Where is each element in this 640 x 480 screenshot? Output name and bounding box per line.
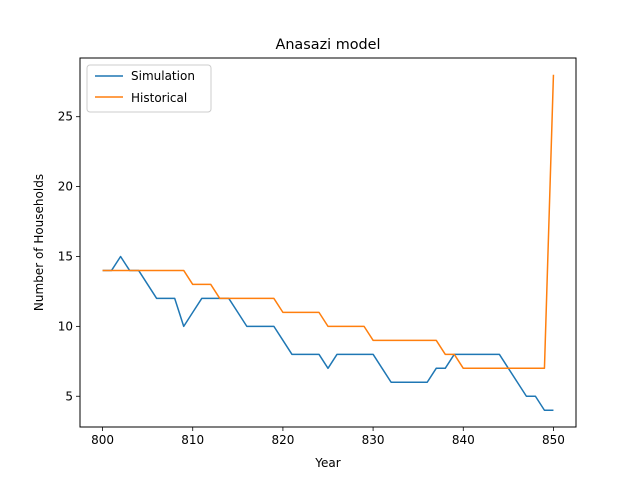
series-line-simulation bbox=[102, 255, 554, 411]
x-tick-label: 820 bbox=[271, 433, 294, 447]
x-tick-label: 800 bbox=[91, 433, 114, 447]
x-tick-label: 850 bbox=[542, 433, 565, 447]
y-tick-label: 10 bbox=[58, 319, 73, 333]
x-tick-label: 810 bbox=[181, 433, 204, 447]
y-axis-ticks: 5 10 15 20 25 bbox=[58, 110, 80, 403]
x-tick-label: 830 bbox=[362, 433, 385, 447]
legend: Simulation Historical bbox=[86, 64, 212, 113]
series-layer bbox=[102, 74, 555, 411]
y-tick-label: 15 bbox=[58, 249, 73, 263]
y-axis-label: Number of Households bbox=[32, 174, 46, 311]
y-tick-label: 5 bbox=[65, 389, 73, 403]
series-line-historical bbox=[102, 74, 555, 370]
x-axis-label: Year bbox=[314, 456, 340, 470]
chart-title: Anasazi model bbox=[275, 37, 380, 53]
y-tick-label: 25 bbox=[58, 110, 73, 124]
legend-label-simulation: Simulation bbox=[131, 69, 195, 83]
legend-label-historical: Historical bbox=[131, 91, 187, 105]
plot-area-frame bbox=[79, 57, 577, 428]
y-tick-label: 20 bbox=[58, 180, 73, 194]
x-axis-ticks: 800 810 820 830 840 850 bbox=[91, 427, 565, 447]
x-tick-label: 840 bbox=[452, 433, 475, 447]
